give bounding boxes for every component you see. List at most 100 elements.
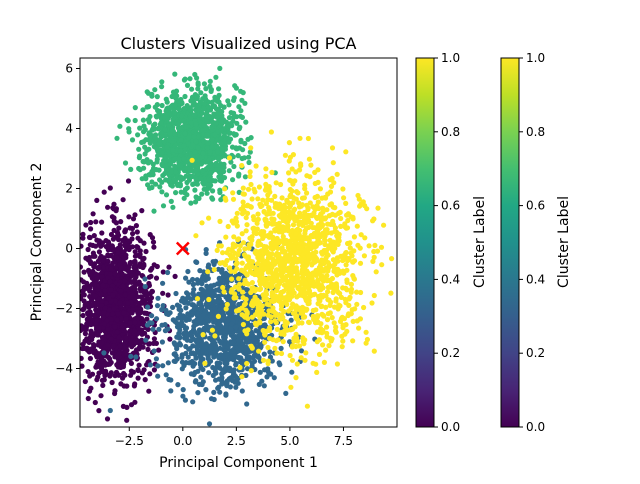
data-point: [183, 124, 189, 130]
data-point: [102, 288, 108, 294]
data-point: [182, 397, 188, 403]
data-point: [122, 160, 129, 166]
data-point: [272, 273, 278, 279]
data-point: [318, 262, 324, 268]
data-point: [201, 100, 208, 106]
data-point: [100, 282, 106, 288]
data-point: [333, 329, 339, 335]
data-point: [318, 215, 324, 221]
data-point: [269, 251, 275, 257]
cluster-0-points: [80, 178, 178, 423]
data-point: [151, 340, 157, 346]
data-point: [255, 335, 261, 341]
data-point: [155, 295, 161, 301]
data-point: [86, 314, 93, 320]
data-point: [133, 282, 139, 288]
data-point: [334, 171, 340, 177]
data-point: [233, 362, 239, 368]
data-point: [182, 76, 188, 82]
data-point: [192, 187, 198, 193]
data-point: [144, 316, 150, 322]
data-point: [332, 261, 338, 267]
data-point: [80, 264, 83, 270]
data-point: [132, 399, 138, 405]
data-point: [87, 272, 93, 278]
data-point: [223, 306, 229, 312]
data-point: [135, 367, 141, 373]
data-point: [269, 169, 275, 175]
data-point: [311, 292, 317, 298]
data-point: [84, 280, 90, 286]
data-point: [122, 241, 128, 247]
data-point: [218, 173, 224, 179]
data-point: [210, 188, 216, 194]
data-point: [249, 345, 255, 351]
data-point: [110, 236, 116, 242]
data-point: [131, 383, 137, 389]
data-point: [344, 328, 350, 334]
data-point: [169, 183, 175, 189]
data-point: [248, 181, 254, 188]
data-point: [225, 135, 231, 141]
data-point: [208, 346, 214, 352]
data-point: [177, 327, 183, 333]
data-point: [204, 114, 210, 120]
data-point: [239, 388, 245, 394]
data-point: [278, 350, 285, 357]
data-point: [272, 345, 278, 351]
data-point: [137, 125, 143, 131]
data-point: [191, 293, 197, 299]
data-point: [226, 155, 233, 161]
data-point: [91, 313, 97, 319]
data-point: [316, 351, 323, 357]
data-point: [189, 157, 195, 163]
data-point: [265, 358, 271, 364]
data-point: [98, 393, 104, 399]
data-point: [207, 78, 213, 84]
data-point: [107, 356, 113, 362]
data-point: [273, 312, 279, 318]
data-point: [313, 361, 319, 367]
data-point: [194, 346, 200, 352]
data-point: [93, 219, 99, 225]
data-point: [206, 421, 213, 427]
data-point: [272, 318, 278, 324]
data-point: [275, 337, 281, 343]
data-point: [190, 399, 196, 405]
data-point: [313, 249, 319, 255]
data-point: [286, 170, 292, 176]
data-point: [136, 362, 142, 368]
data-point: [183, 350, 189, 356]
data-point: [172, 351, 178, 357]
data-point: [305, 247, 311, 253]
data-point: [217, 218, 223, 224]
data-point: [264, 296, 270, 302]
data-point: [167, 336, 173, 342]
data-point: [81, 306, 87, 312]
data-point: [163, 177, 169, 183]
data-point: [107, 246, 113, 252]
data-point: [181, 106, 187, 112]
data-point: [188, 332, 194, 338]
data-point: [140, 107, 146, 113]
data-point: [185, 354, 191, 360]
data-point: [145, 346, 151, 352]
data-point: [257, 286, 263, 293]
data-point: [183, 329, 189, 335]
data-point: [173, 290, 179, 297]
data-point: [320, 342, 326, 348]
data-point: [85, 369, 91, 375]
data-point: [119, 271, 125, 277]
data-point: [141, 129, 147, 135]
data-point: [274, 326, 280, 332]
data-point: [140, 321, 146, 328]
data-point: [318, 276, 324, 282]
data-point: [209, 309, 215, 316]
data-point: [141, 367, 147, 373]
data-point: [222, 348, 228, 354]
data-point: [239, 374, 245, 380]
data-point: [139, 139, 145, 145]
data-point: [144, 292, 150, 298]
data-point: [112, 373, 118, 379]
data-point: [270, 256, 276, 262]
